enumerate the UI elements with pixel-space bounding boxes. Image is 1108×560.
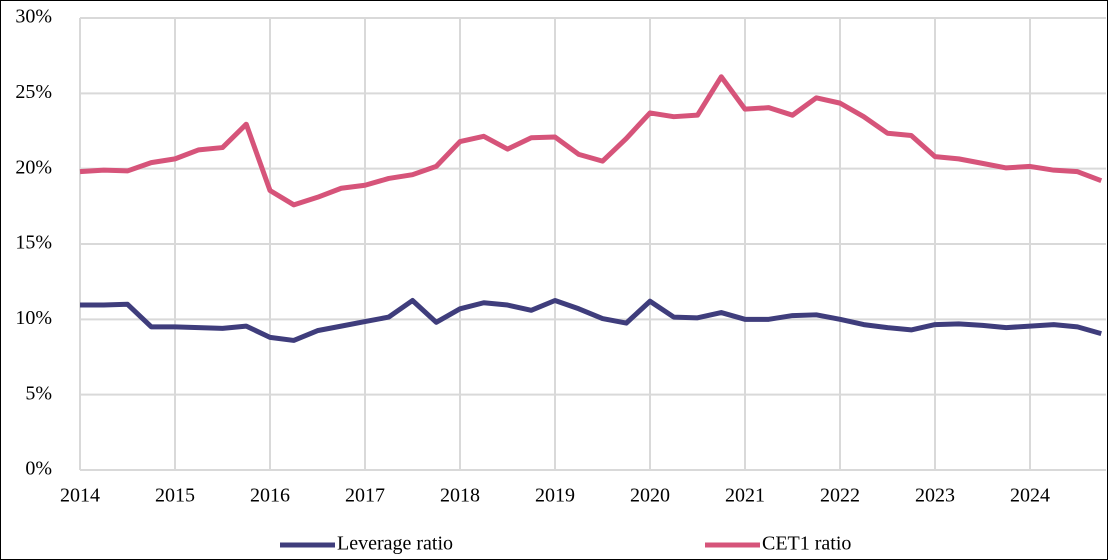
legend-label: Leverage ratio: [337, 533, 453, 555]
x-tick-label: 2021: [725, 485, 765, 507]
x-tick-label: 2016: [250, 485, 290, 507]
y-tick-label: 30%: [15, 6, 52, 28]
x-tick-label: 2019: [535, 485, 575, 507]
y-tick-label: 5%: [25, 382, 52, 404]
data-line: [79, 74, 1103, 208]
y-tick-label: 20%: [15, 156, 52, 178]
legend-label: CET1 ratio: [762, 533, 851, 555]
y-tick-label: 15%: [15, 232, 52, 254]
y-tick-label: 25%: [15, 81, 52, 103]
y-tick-label: 0%: [25, 458, 52, 480]
x-tick-label: 2017: [345, 485, 385, 507]
x-tick-label: 2015: [155, 485, 195, 507]
x-tick-label: 2020: [630, 485, 670, 507]
x-tick-label: 2024: [1010, 485, 1050, 507]
x-tick-label: 2023: [915, 485, 955, 507]
y-tick-label: 10%: [15, 307, 52, 329]
x-tick-label: 2018: [440, 485, 480, 507]
data-line: [80, 298, 1102, 343]
x-tick-label: 2014: [60, 485, 100, 507]
x-tick-label: 2022: [820, 485, 860, 507]
